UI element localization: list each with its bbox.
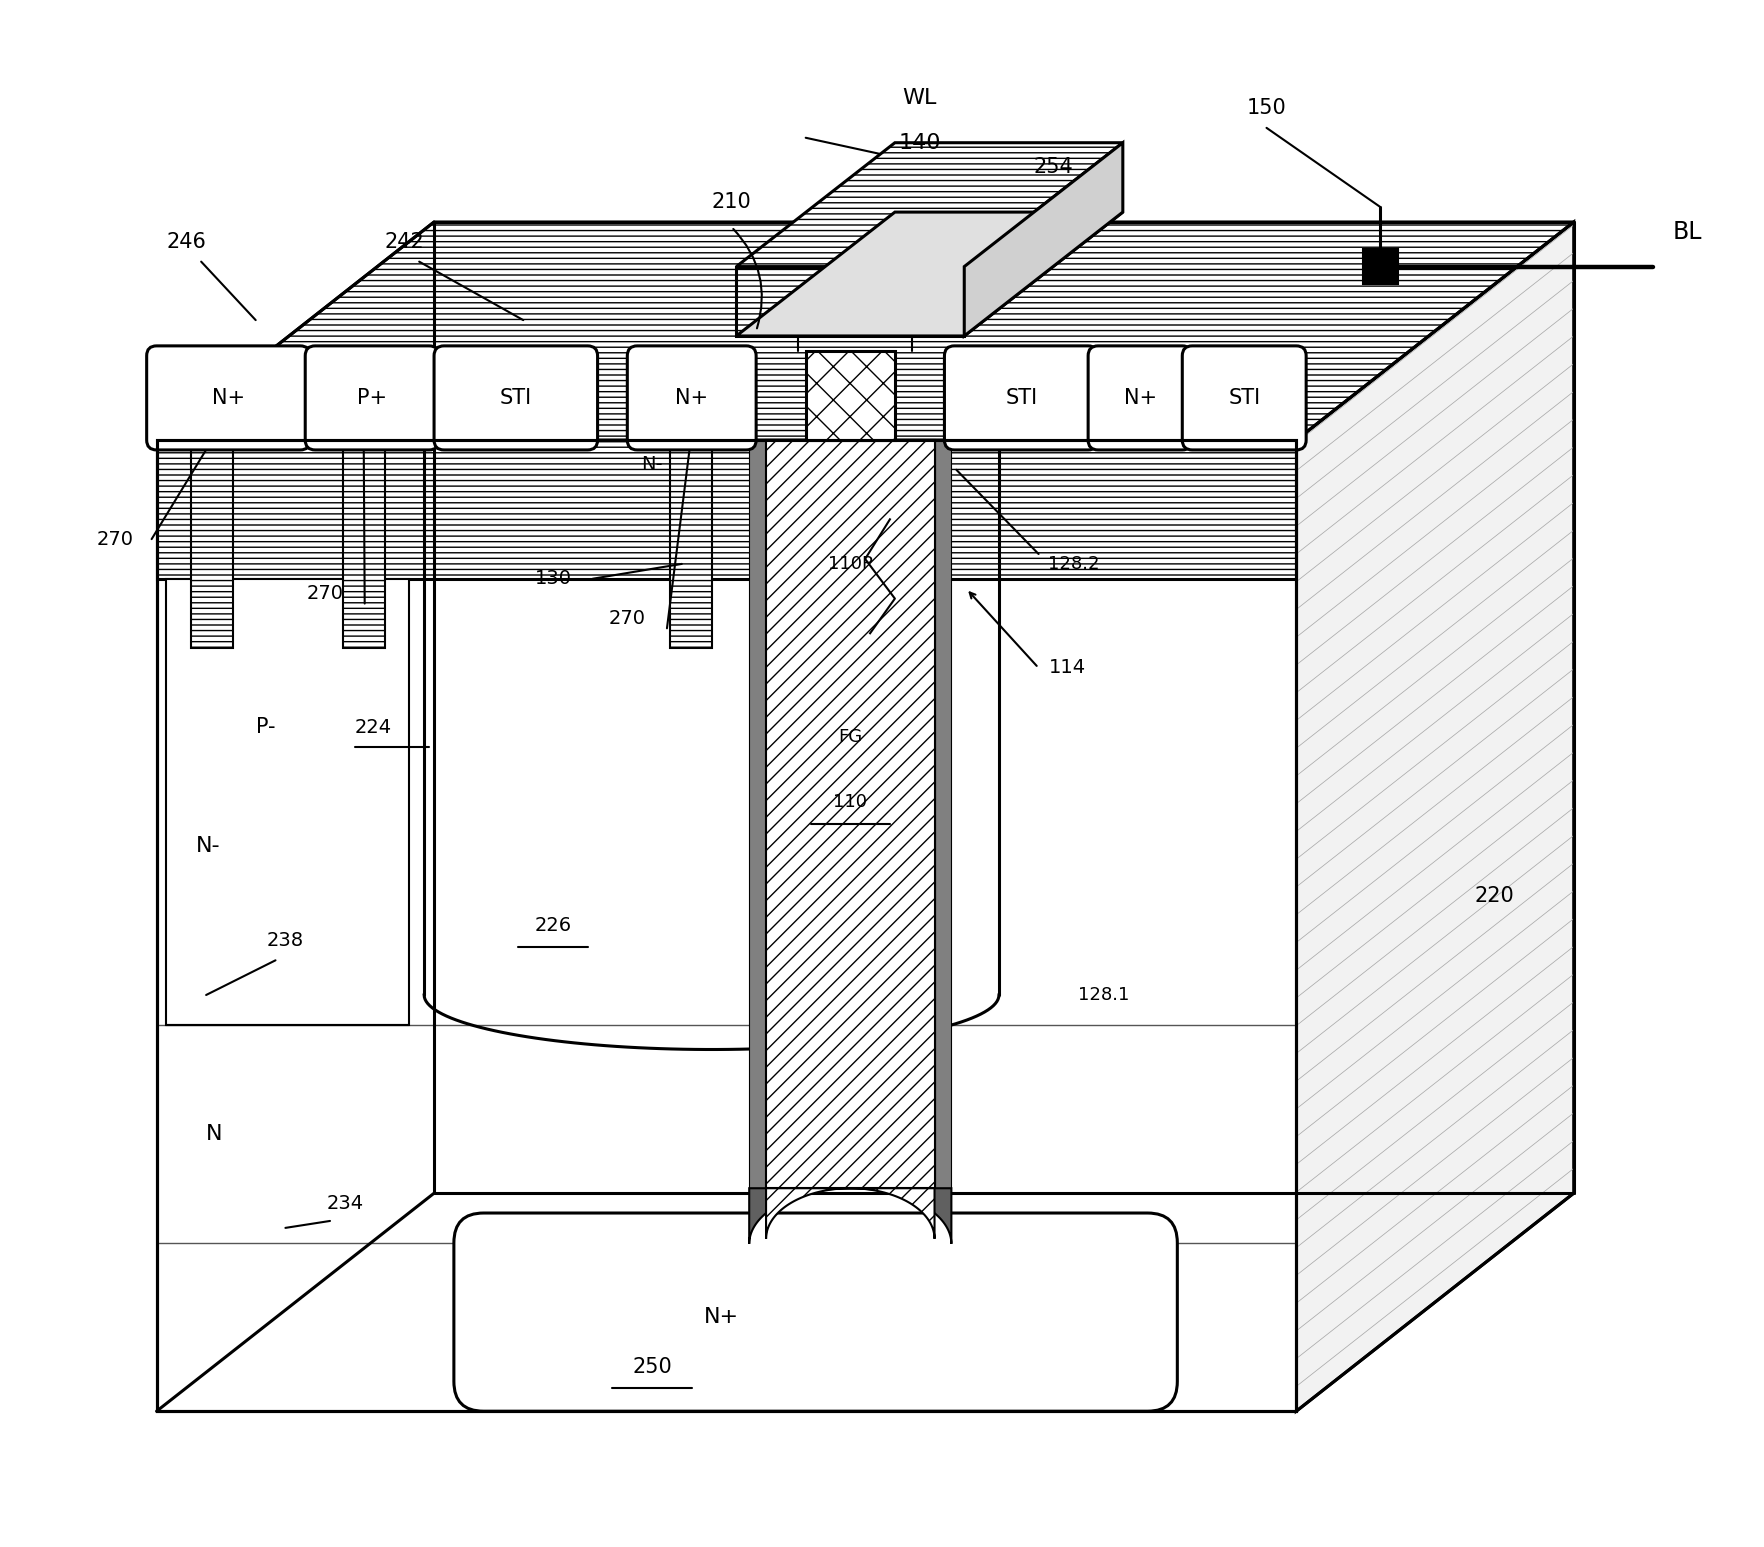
Polygon shape <box>748 1188 951 1244</box>
Bar <box>310 351 434 439</box>
Text: 226: 226 <box>534 916 572 934</box>
FancyBboxPatch shape <box>146 347 310 450</box>
Text: 270: 270 <box>609 610 646 628</box>
Text: WL: WL <box>901 88 937 108</box>
Text: N: N <box>206 1123 222 1143</box>
Text: BL: BL <box>1672 220 1700 244</box>
Bar <box>191 439 233 648</box>
Polygon shape <box>1295 223 1573 1411</box>
Bar <box>157 439 1295 1411</box>
Bar <box>632 351 751 439</box>
Text: 242: 242 <box>385 232 423 252</box>
Bar <box>670 439 711 648</box>
Bar <box>1362 249 1397 285</box>
Text: 114: 114 <box>1048 659 1085 678</box>
Text: 246: 246 <box>166 232 206 252</box>
Bar <box>157 439 1295 1411</box>
FancyBboxPatch shape <box>1088 347 1191 450</box>
Bar <box>166 579 409 1024</box>
Text: 210: 210 <box>711 192 751 212</box>
Text: 128.2: 128.2 <box>1048 555 1099 572</box>
Text: 220: 220 <box>1473 886 1514 907</box>
Polygon shape <box>157 223 1573 439</box>
Text: N+: N+ <box>212 388 245 408</box>
Text: N+: N+ <box>704 1307 739 1327</box>
FancyBboxPatch shape <box>944 347 1097 450</box>
Text: 140: 140 <box>898 133 940 153</box>
Bar <box>152 351 305 439</box>
Polygon shape <box>736 142 1122 266</box>
Text: 270: 270 <box>307 585 344 603</box>
Bar <box>1092 351 1187 439</box>
Text: 110P: 110P <box>827 555 871 572</box>
Text: 254: 254 <box>1034 158 1073 178</box>
Polygon shape <box>766 1188 933 1239</box>
Polygon shape <box>963 142 1122 336</box>
Bar <box>1187 351 1300 439</box>
Bar <box>342 439 385 648</box>
Text: 150: 150 <box>1245 97 1286 118</box>
Text: 224: 224 <box>355 718 392 736</box>
Bar <box>157 439 1295 1411</box>
Text: N+: N+ <box>1124 388 1155 408</box>
Bar <box>766 439 933 1188</box>
Bar <box>439 351 593 439</box>
Text: 130: 130 <box>534 569 572 588</box>
Text: 234: 234 <box>326 1194 363 1213</box>
Text: STI: STI <box>1228 388 1259 408</box>
Text: FG: FG <box>838 729 863 746</box>
Text: 128.1: 128.1 <box>1078 985 1129 1004</box>
Text: P-: P- <box>256 718 275 738</box>
Bar <box>748 439 766 1188</box>
Bar <box>736 266 963 336</box>
FancyBboxPatch shape <box>1182 347 1305 450</box>
FancyBboxPatch shape <box>434 347 598 450</box>
Polygon shape <box>736 212 1122 336</box>
FancyBboxPatch shape <box>626 347 755 450</box>
Text: 270: 270 <box>97 529 134 549</box>
FancyBboxPatch shape <box>305 347 439 450</box>
Text: 110: 110 <box>833 792 866 811</box>
Text: N-: N- <box>640 455 663 475</box>
Text: STI: STI <box>1005 388 1037 408</box>
FancyBboxPatch shape <box>453 1213 1177 1411</box>
Bar <box>933 439 951 1188</box>
Text: N-: N- <box>196 837 220 857</box>
Text: 250: 250 <box>632 1357 672 1377</box>
Bar <box>157 439 1295 579</box>
Text: P+: P+ <box>356 388 386 408</box>
Bar <box>804 351 894 439</box>
Text: 238: 238 <box>266 931 303 950</box>
Text: N+: N+ <box>676 388 707 408</box>
Text: STI: STI <box>499 388 531 408</box>
Bar <box>949 351 1092 439</box>
